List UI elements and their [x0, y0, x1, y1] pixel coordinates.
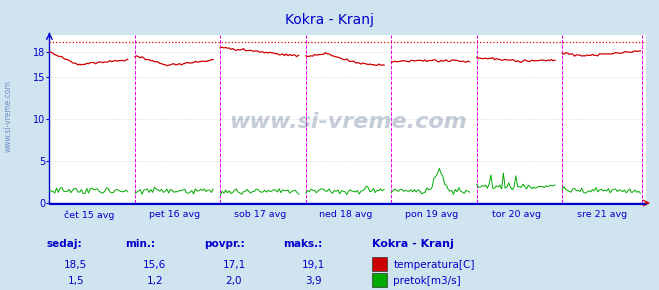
Text: 18,5: 18,5 [64, 260, 88, 269]
Text: www.si-vreme.com: www.si-vreme.com [229, 112, 467, 132]
Text: temperatura[C]: temperatura[C] [393, 260, 475, 269]
Text: pet 16 avg: pet 16 avg [150, 210, 200, 219]
Text: sedaj:: sedaj: [46, 239, 82, 249]
Text: Kokra - Kranj: Kokra - Kranj [372, 239, 454, 249]
Text: povpr.:: povpr.: [204, 239, 245, 249]
Text: 15,6: 15,6 [143, 260, 167, 269]
Text: Kokra - Kranj: Kokra - Kranj [285, 13, 374, 27]
Text: sob 17 avg: sob 17 avg [234, 210, 287, 219]
Text: 1,5: 1,5 [67, 276, 84, 286]
Text: sre 21 avg: sre 21 avg [577, 210, 627, 219]
Text: 1,2: 1,2 [146, 276, 163, 286]
Text: 17,1: 17,1 [222, 260, 246, 269]
Text: pon 19 avg: pon 19 avg [405, 210, 458, 219]
Text: maks.:: maks.: [283, 239, 323, 249]
Text: pretok[m3/s]: pretok[m3/s] [393, 276, 461, 286]
Text: 2,0: 2,0 [225, 276, 243, 286]
Text: 19,1: 19,1 [301, 260, 325, 269]
Text: www.si-vreme.com: www.si-vreme.com [3, 80, 13, 152]
Text: ned 18 avg: ned 18 avg [319, 210, 372, 219]
Text: min.:: min.: [125, 239, 156, 249]
Text: 3,9: 3,9 [304, 276, 322, 286]
Text: čet 15 avg: čet 15 avg [65, 210, 115, 220]
Text: tor 20 avg: tor 20 avg [492, 210, 541, 219]
